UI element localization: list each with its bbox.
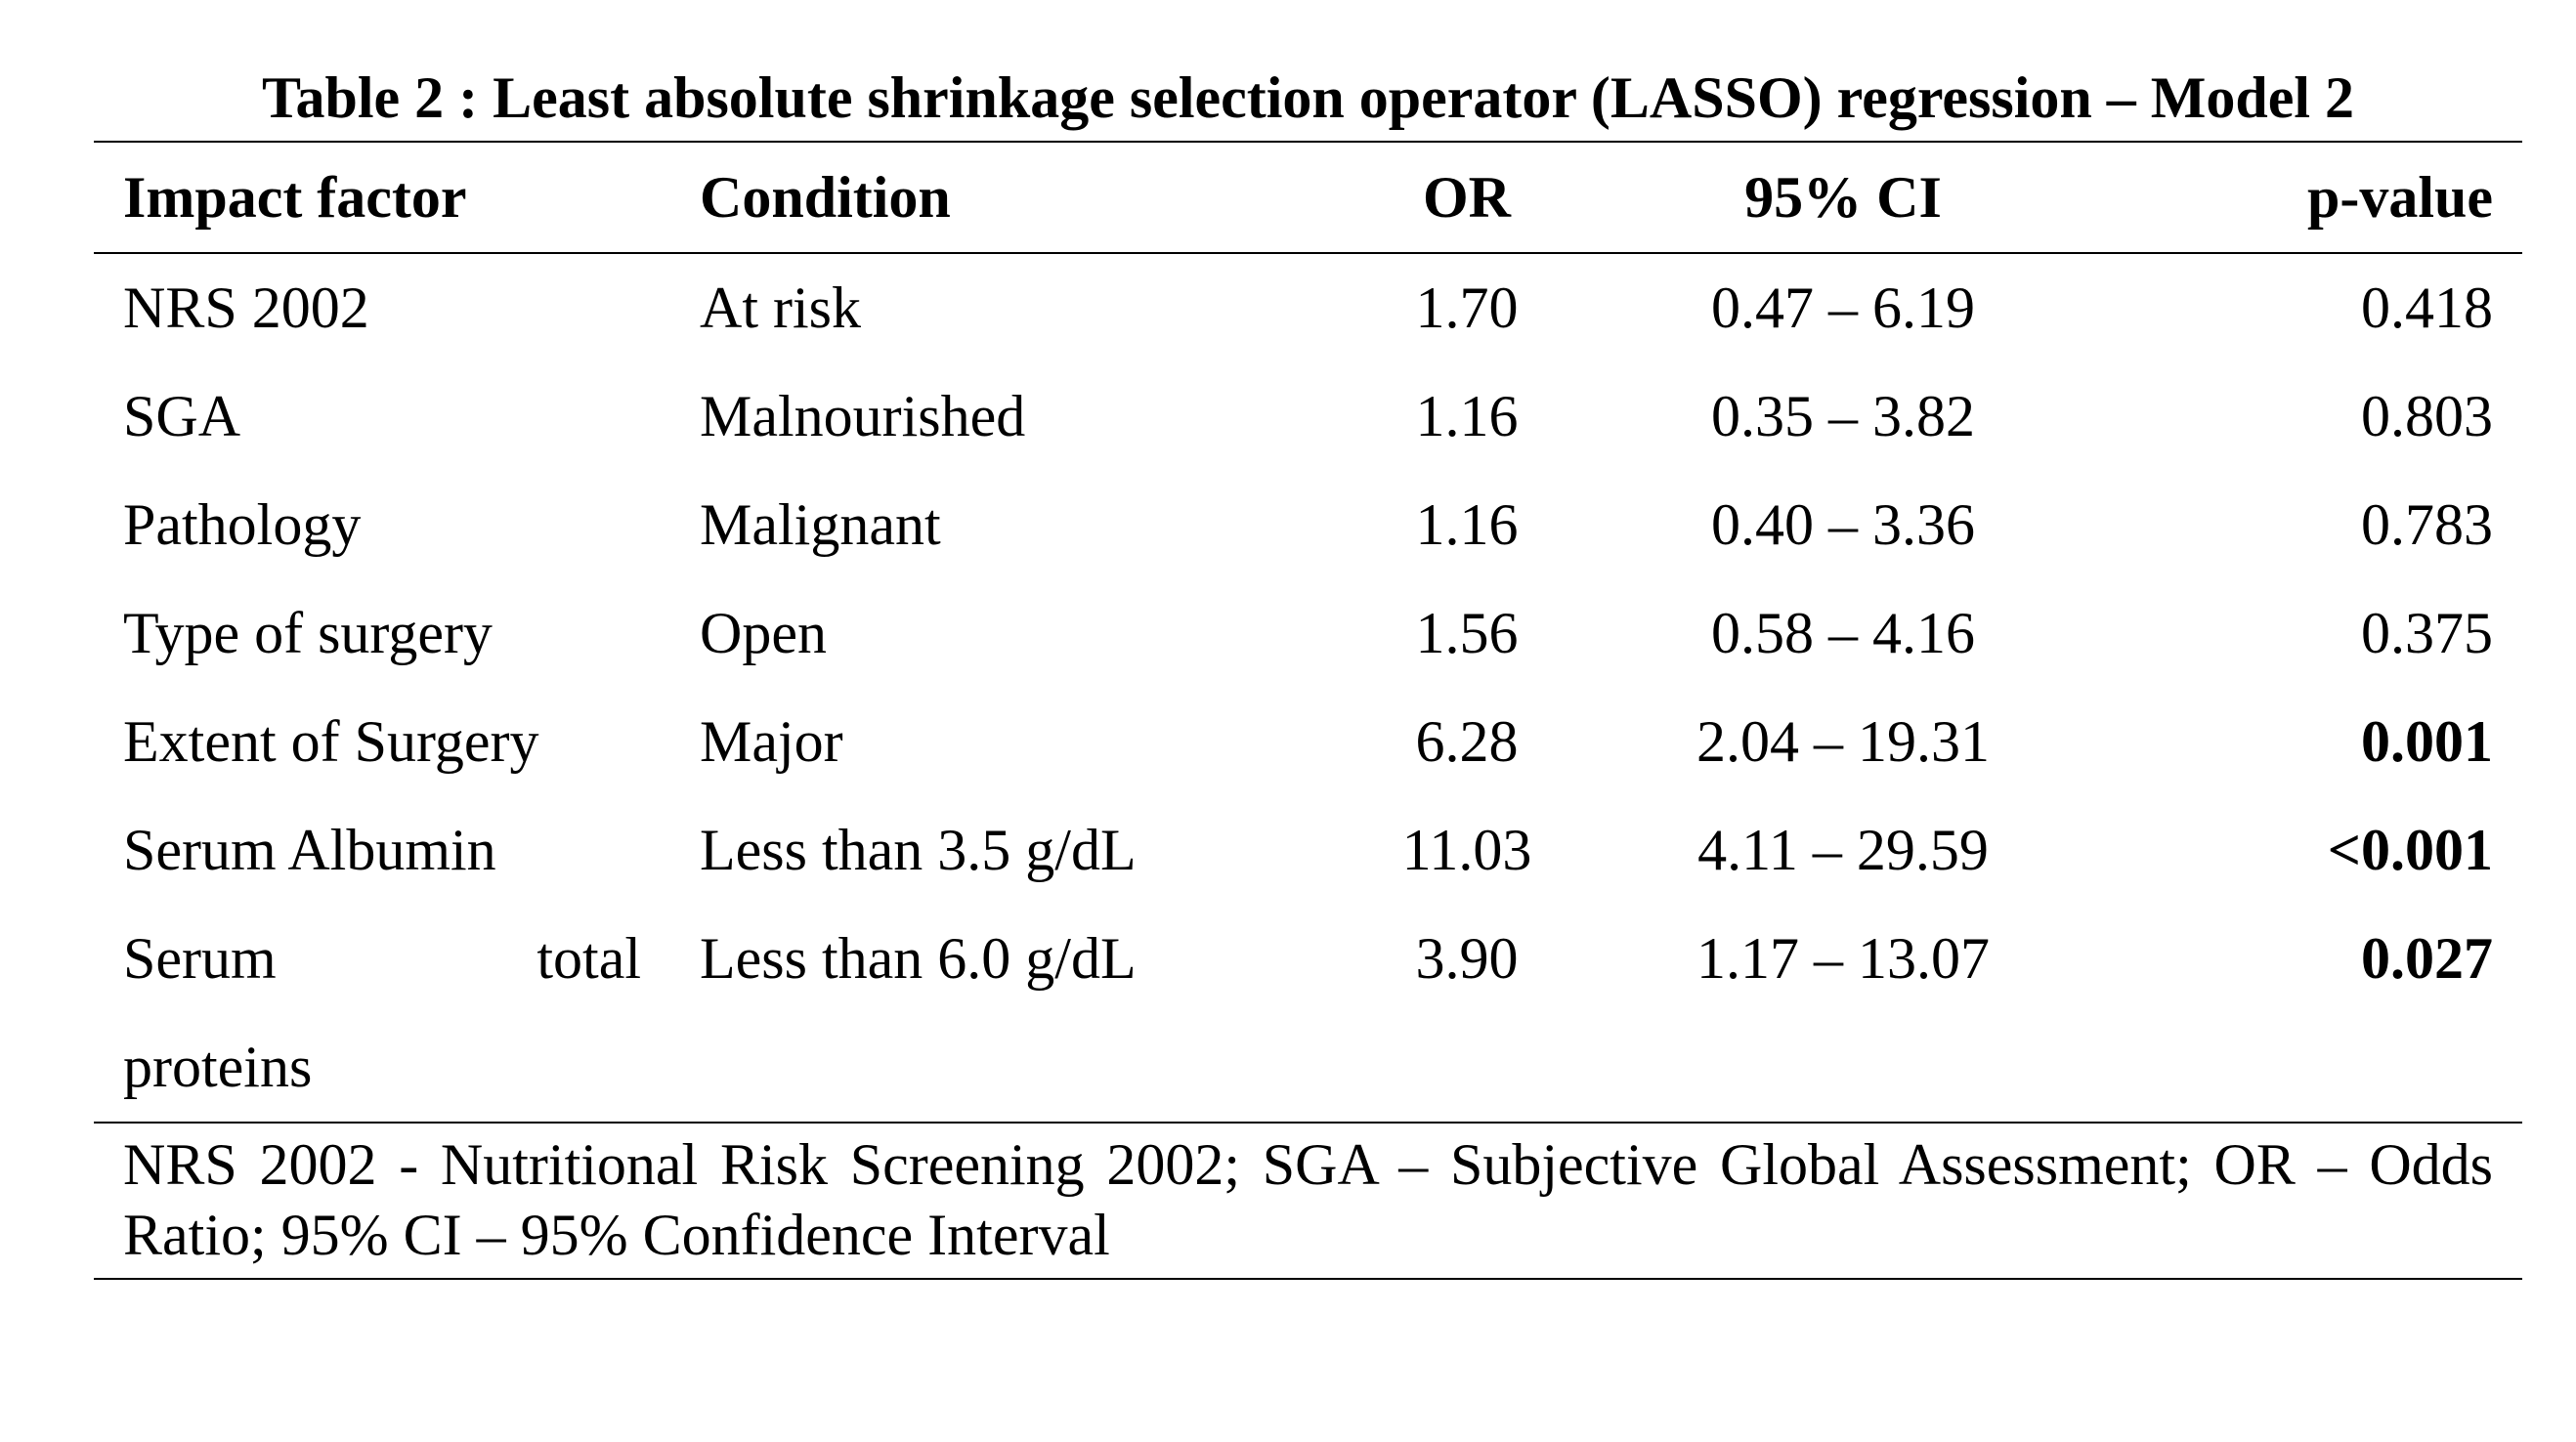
- cell-or: 1.56: [1415, 601, 1519, 665]
- table-row: Extent of Surgery Major 6.28 2.04 – 19.3…: [94, 688, 2522, 796]
- cell-factor: SGA: [123, 384, 241, 448]
- cell-factor: Serum total proteins: [94, 905, 670, 1123]
- cell-condition: Open: [700, 601, 827, 665]
- cell-ci: 0.40 – 3.36: [1711, 492, 1975, 557]
- cell-factor: Pathology: [123, 492, 362, 557]
- cell-or: 1.16: [1415, 492, 1519, 557]
- table-row: Pathology Malignant 1.16 0.40 – 3.36 0.7…: [94, 471, 2522, 579]
- cell-or: 3.90: [1415, 926, 1519, 991]
- cell-or: 11.03: [1401, 818, 1532, 882]
- cell-or: 1.16: [1415, 384, 1519, 448]
- table-row: Serum Albumin Less than 3.5 g/dL 11.03 4…: [94, 796, 2522, 905]
- cell-factor: Serum Albumin: [123, 818, 496, 882]
- cell-p-value: 0.375: [2361, 601, 2493, 665]
- cell-condition: Malnourished: [700, 384, 1026, 448]
- cell-condition: At risk: [700, 276, 861, 340]
- lasso-regression-table: Impact factor Condition OR 95% CI p-valu…: [94, 141, 2522, 1280]
- table-row: NRS 2002 At risk 1.70 0.47 – 6.19 0.418: [94, 253, 2522, 362]
- cell-ci: 1.17 – 13.07: [1696, 926, 1990, 991]
- header-row: Impact factor Condition OR 95% CI p-valu…: [94, 142, 2522, 253]
- cell-p-value: 0.783: [2361, 492, 2493, 557]
- table-row: Serum total proteins Less than 6.0 g/dL …: [94, 905, 2522, 1123]
- header-impact-factor: Impact factor: [123, 164, 467, 230]
- document: Table 2 : Least absolute shrinkage selec…: [94, 59, 2522, 1280]
- cell-condition: Less than 6.0 g/dL: [700, 926, 1137, 991]
- header-p-value: p-value: [2306, 164, 2493, 230]
- cell-ci: 2.04 – 19.31: [1696, 709, 1990, 774]
- factor-line-2: proteins: [123, 1035, 313, 1099]
- footnote-row: NRS 2002 - Nutritional Risk Screening 20…: [94, 1123, 2522, 1279]
- cell-or: 6.28: [1415, 709, 1519, 774]
- cell-ci: 4.11 – 29.59: [1697, 818, 1989, 882]
- factor-line-1: Serum total: [123, 905, 641, 1013]
- header-condition: Condition: [700, 164, 951, 230]
- table-footnote: NRS 2002 - Nutritional Risk Screening 20…: [123, 1132, 2493, 1267]
- cell-ci: 0.47 – 6.19: [1711, 276, 1975, 340]
- cell-ci: 0.35 – 3.82: [1711, 384, 1975, 448]
- cell-factor: Type of surgery: [123, 601, 493, 665]
- cell-p-value: 0.418: [2361, 276, 2493, 340]
- cell-factor: Extent of Surgery: [123, 709, 539, 774]
- cell-condition: Major: [700, 709, 843, 774]
- table-body: NRS 2002 At risk 1.70 0.47 – 6.19 0.418 …: [94, 253, 2522, 1123]
- header-or: OR: [1423, 164, 1511, 230]
- cell-condition: Malignant: [700, 492, 941, 557]
- factor-word-serum: Serum: [123, 926, 277, 991]
- cell-condition: Less than 3.5 g/dL: [700, 818, 1137, 882]
- cell-factor: NRS 2002: [123, 276, 369, 340]
- header-ci: 95% CI: [1744, 164, 1942, 230]
- cell-or: 1.70: [1415, 276, 1519, 340]
- cell-p-value: 0.001: [2361, 709, 2493, 774]
- cell-p-value: 0.803: [2361, 384, 2493, 448]
- cell-ci: 0.58 – 4.16: [1711, 601, 1975, 665]
- table-row: SGA Malnourished 1.16 0.35 – 3.82 0.803: [94, 362, 2522, 471]
- factor-word-total: total: [537, 926, 641, 991]
- table-caption: Table 2 : Least absolute shrinkage selec…: [261, 65, 2355, 130]
- cell-p-value: <0.001: [2327, 818, 2493, 882]
- table-row: Type of surgery Open 1.56 0.58 – 4.16 0.…: [94, 579, 2522, 688]
- cell-p-value: 0.027: [2361, 926, 2493, 991]
